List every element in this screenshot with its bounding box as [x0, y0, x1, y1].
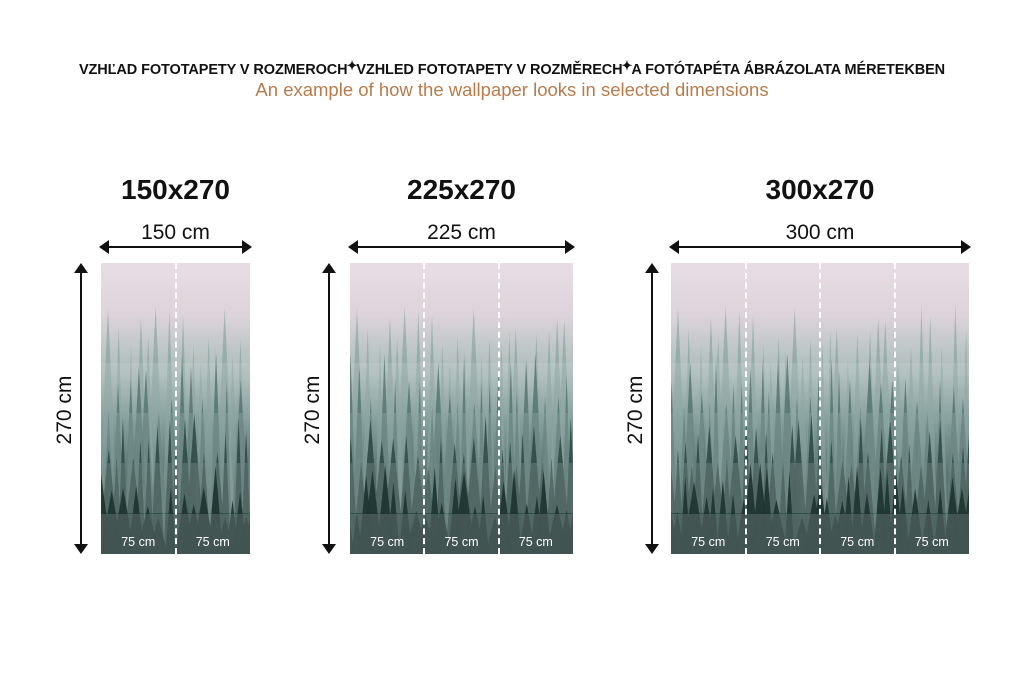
size-title: 300x270	[765, 174, 875, 205]
segment-width-label: 75 cm	[840, 535, 875, 549]
segment-width-label: 75 cm	[518, 535, 553, 549]
header-title: VZHĽAD FOTOTAPETY V ROZMEROCH✦VZHLED FOT…	[0, 58, 1024, 78]
height-arrow	[322, 263, 336, 554]
segment-width-label: 75 cm	[444, 535, 479, 549]
panel-seam	[497, 263, 500, 554]
wallpaper-preview: 75 cm 75 cm 75 cm	[350, 263, 573, 554]
height-label: 270 cm	[53, 375, 76, 445]
title-cz: VZHLED FOTOTAPETY V ROZMĚRECH	[356, 62, 623, 78]
title-hu: A FOTÓTAPÉTA ÁBRÁZOLATA MÉRETEKBEN	[631, 62, 946, 78]
height-label: 270 cm	[301, 375, 324, 445]
segment-width-label: 75 cm	[914, 535, 949, 549]
width-arrow	[99, 240, 252, 254]
width-label: 225 cm	[427, 221, 496, 244]
sparkle-icon: ✦	[621, 58, 633, 73]
width-label: 150 cm	[141, 221, 210, 244]
width-arrow	[348, 240, 575, 254]
panel-seam	[423, 263, 426, 554]
size-title: 225x270	[406, 174, 517, 205]
segment-width-label: 75 cm	[765, 535, 800, 549]
segment-width-label: 75 cm	[195, 535, 230, 549]
title-sk: VZHĽAD FOTOTAPETY V ROZMEROCH	[78, 62, 348, 78]
segment-width-label: 75 cm	[370, 535, 405, 549]
segment-width-label: 75 cm	[121, 535, 156, 549]
panel-seam	[744, 263, 747, 554]
wallpaper-preview: 75 cm 75 cm 75 cm 75 cm	[671, 263, 969, 554]
height-label: 270 cm	[624, 375, 647, 445]
segment-width-label: 75 cm	[691, 535, 726, 549]
subtitle: An example of how the wallpaper looks in…	[255, 79, 769, 100]
height-arrow	[645, 263, 659, 554]
width-arrow	[669, 240, 971, 254]
panel-seam	[819, 263, 821, 554]
forest-image	[350, 306, 573, 554]
size-title: 150x270	[120, 174, 231, 205]
height-arrow	[74, 263, 88, 554]
width-label: 300 cm	[785, 221, 855, 244]
wallpaper-preview: 75 cm 75 cm	[101, 263, 250, 554]
sparkle-icon: ✦	[346, 58, 358, 73]
panel-seam	[893, 263, 896, 554]
panel-seam	[174, 263, 177, 554]
